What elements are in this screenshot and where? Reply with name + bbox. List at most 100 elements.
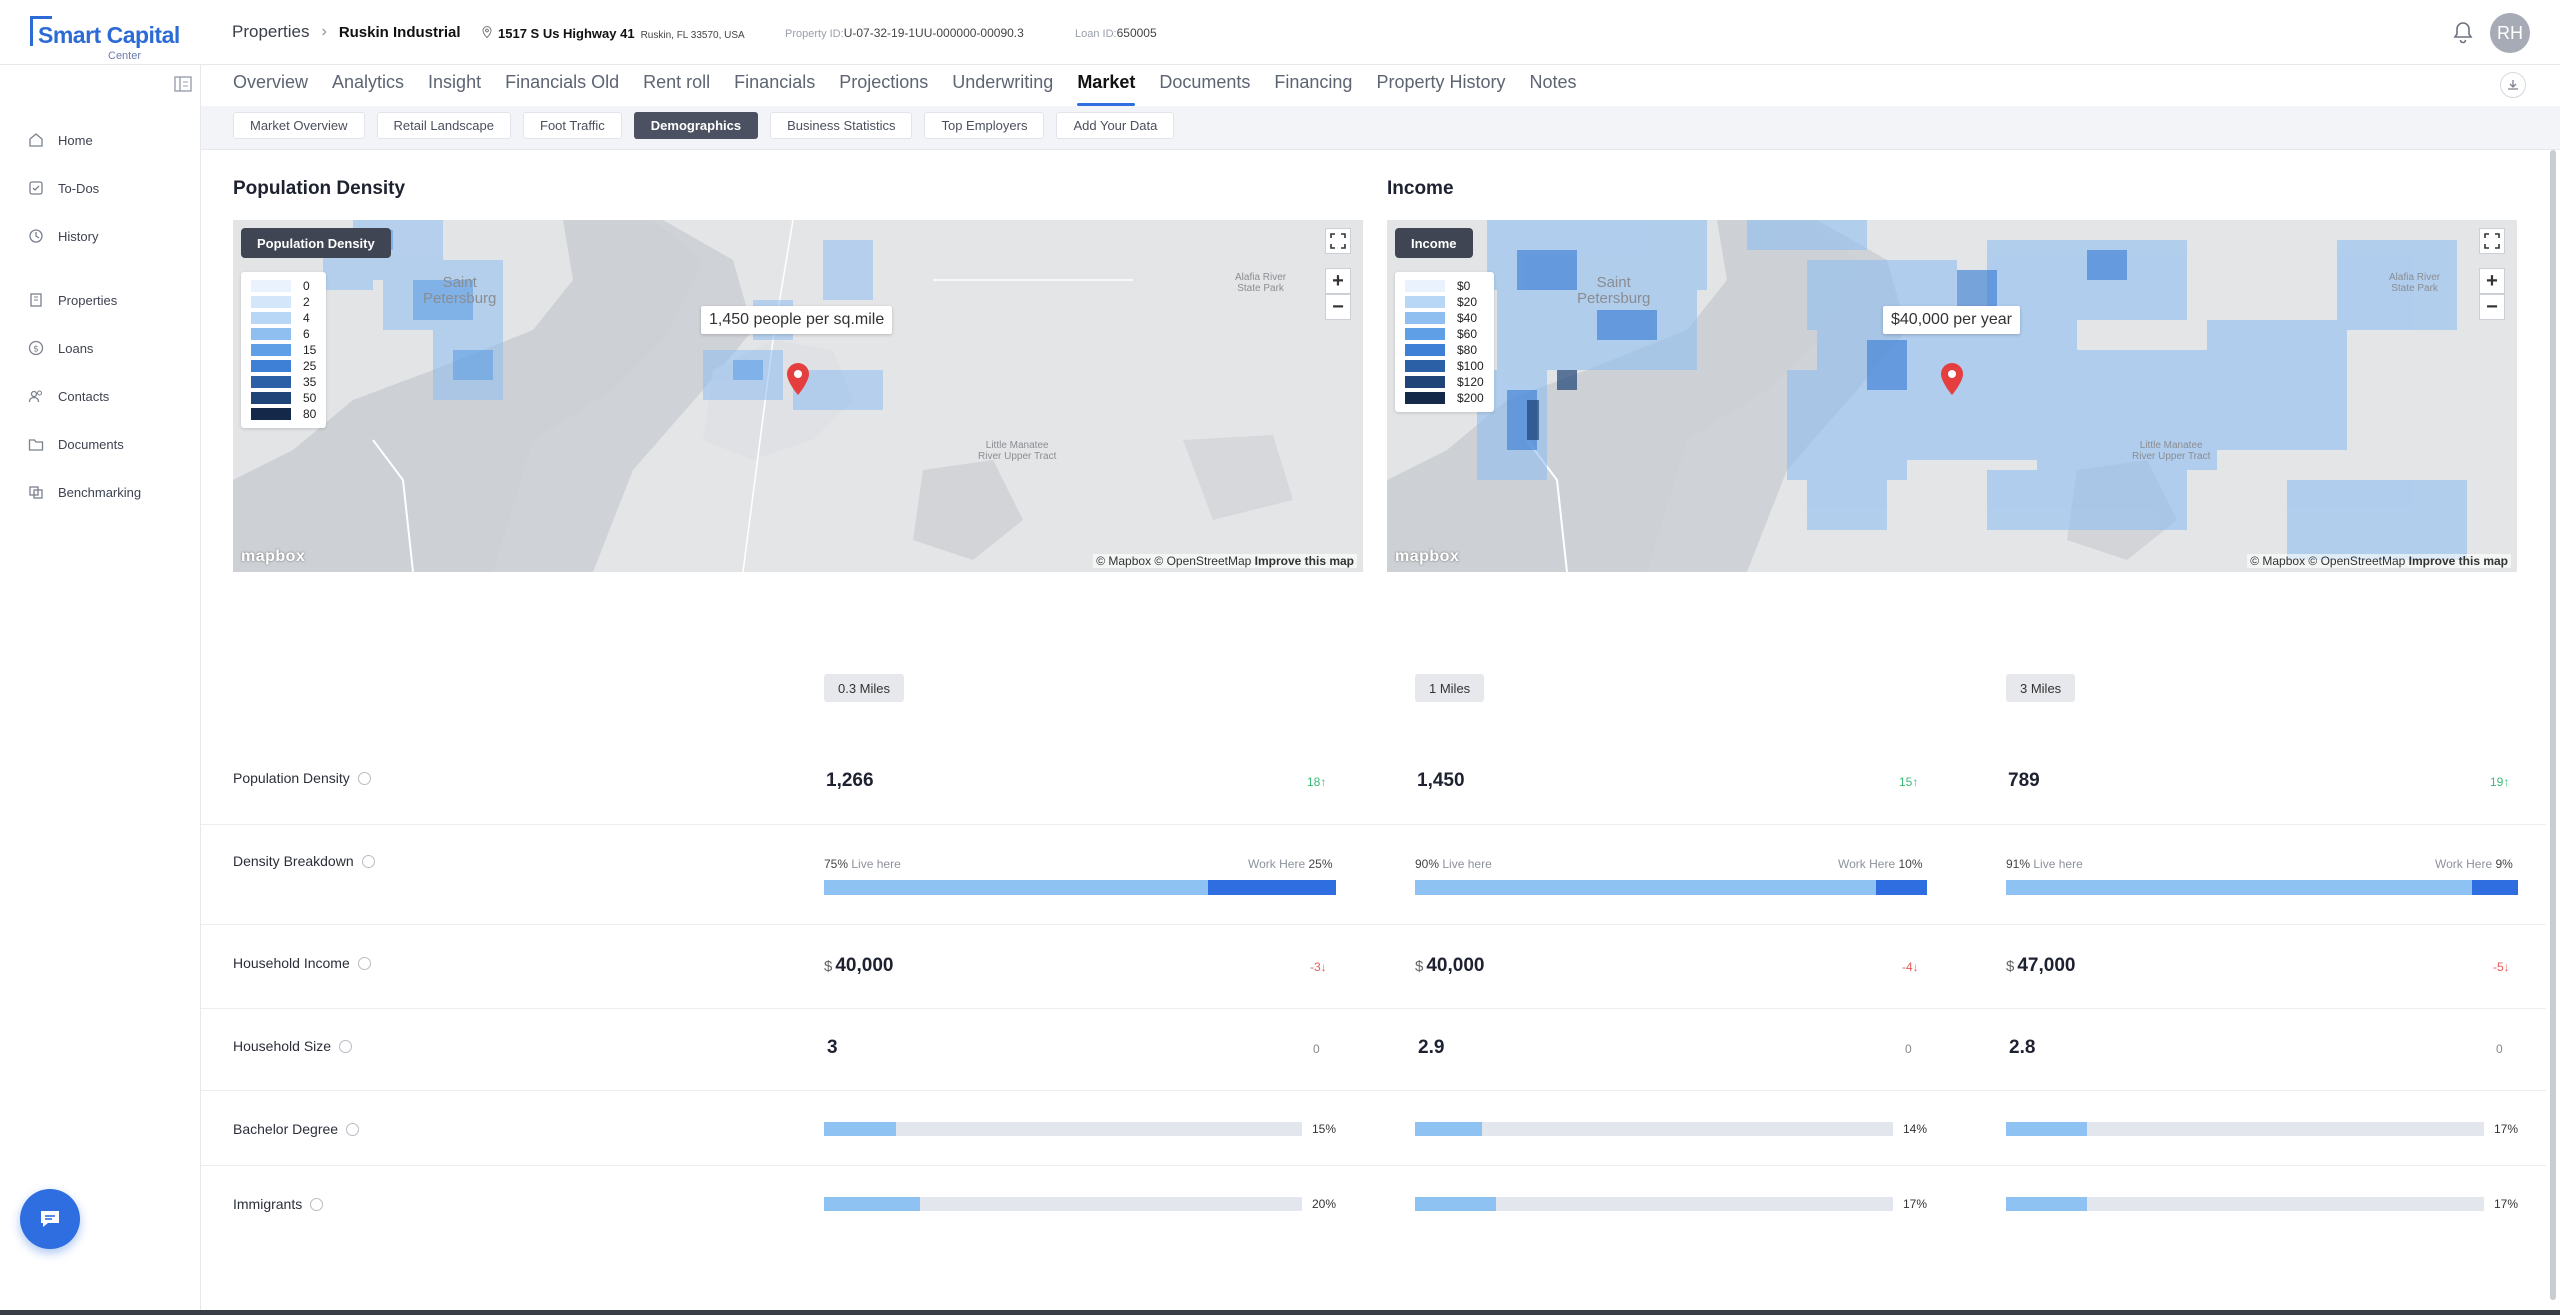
breadcrumb-properties[interactable]: Properties: [232, 22, 310, 41]
tab-financing[interactable]: Financing: [1274, 72, 1353, 92]
sidebar-item-label: Home: [58, 132, 93, 148]
fullscreen-button[interactable]: [2479, 228, 2505, 254]
household-size-value: 2.9: [1418, 1037, 1445, 1058]
info-icon[interactable]: [310, 1197, 324, 1211]
location-marker-icon[interactable]: [1940, 362, 1964, 396]
subtab-demographics[interactable]: Demographics: [633, 112, 759, 139]
legend-swatch: [251, 280, 291, 292]
sidebar-item-todos[interactable]: To-Dos: [28, 180, 99, 196]
improve-map-link[interactable]: Improve this map: [2408, 554, 2508, 568]
tab-property-history[interactable]: Property History: [1376, 72, 1506, 92]
legend-row: $100: [1405, 358, 1484, 374]
tab-market[interactable]: Market: [1077, 72, 1136, 106]
place-tract2: River Upper Tract: [978, 451, 1057, 462]
legend-label: $200: [1457, 391, 1484, 405]
population-density-map[interactable]: Saint Petersburg Alafia River State Park L…: [233, 220, 1363, 572]
info-icon[interactable]: [361, 854, 375, 868]
fullscreen-icon: [2484, 233, 2500, 249]
sidebar-item-documents[interactable]: Documents: [28, 436, 124, 452]
tab-projections[interactable]: Projections: [839, 72, 929, 92]
legend-row: 35: [251, 374, 316, 390]
subtab-retail-landscape[interactable]: Retail Landscape: [376, 112, 511, 139]
density-bar: [1415, 880, 1927, 895]
map-tooltip: 1,450 people per sq.mile: [701, 306, 893, 334]
legend-row: 6: [251, 326, 316, 342]
tab-rent-roll[interactable]: Rent roll: [643, 72, 711, 92]
location-marker-icon[interactable]: [786, 362, 810, 396]
tab-analytics[interactable]: Analytics: [332, 72, 405, 92]
attribution-text[interactable]: © Mapbox © OpenStreetMap: [2250, 554, 2406, 568]
bar-fill: [824, 1122, 896, 1136]
legend-label: 4: [303, 311, 310, 325]
sidebar-item-home[interactable]: Home: [28, 132, 93, 148]
tab-financials-old[interactable]: Financials Old: [505, 72, 620, 92]
brand-logo[interactable]: Smart Capital Center: [30, 10, 180, 62]
arrow-down-icon: ↓: [2503, 960, 2510, 974]
subtab-top-employers[interactable]: Top Employers: [924, 112, 1045, 139]
legend-row: $120: [1405, 374, 1484, 390]
immigrants-percent: 20%: [1312, 1197, 1337, 1211]
map-place-label: Saint Petersburg: [1577, 275, 1650, 307]
info-icon[interactable]: [346, 1122, 360, 1136]
mapbox-logo[interactable]: mapbox: [1395, 548, 1460, 565]
live-text: Live here: [2033, 857, 2083, 871]
zoom-in-button[interactable]: +: [2479, 268, 2505, 294]
tab-notes[interactable]: Notes: [1529, 72, 1577, 92]
immigrants-percent: 17%: [2494, 1197, 2519, 1211]
info-icon[interactable]: [357, 956, 371, 970]
tab-financials[interactable]: Financials: [734, 72, 816, 92]
avatar[interactable]: RH: [2490, 13, 2530, 53]
attribution-text[interactable]: © Mapbox © OpenStreetMap: [1096, 554, 1252, 568]
chat-button[interactable]: [20, 1189, 80, 1249]
address-city: Ruskin, FL 33570, USA: [640, 30, 745, 41]
row-label-text: Household Income: [233, 955, 350, 971]
tab-documents[interactable]: Documents: [1159, 72, 1251, 92]
place-tract1: Little Manatee: [985, 440, 1049, 451]
loan-id-value: 650005: [1116, 26, 1157, 40]
download-button[interactable]: [2500, 72, 2526, 98]
row-label-immigrants: Immigrants: [233, 1196, 324, 1212]
change-indicator: 19↑: [2490, 775, 2509, 789]
subtab-business-statistics[interactable]: Business Statistics: [770, 112, 913, 139]
mapbox-logo[interactable]: mapbox: [241, 548, 306, 565]
arrow-down-icon: ↓: [1320, 960, 1327, 974]
chat-icon: [41, 1211, 59, 1227]
info-icon[interactable]: [357, 771, 371, 785]
subtab-market-overview[interactable]: Market Overview: [233, 112, 365, 139]
benchmark-icon: [29, 486, 43, 499]
breadcrumb-separator-icon: ›: [321, 23, 327, 40]
collapse-sidebar-icon[interactable]: [174, 76, 192, 92]
legend-swatch: [1405, 296, 1445, 308]
fullscreen-button[interactable]: [1325, 228, 1351, 254]
legend-label: 2: [303, 295, 310, 309]
subtab-add-your-data[interactable]: Add Your Data: [1056, 112, 1175, 139]
sidebar-item-loans[interactable]: $ Loans: [28, 340, 93, 356]
address-street: 1517 S Us Highway 41: [498, 26, 635, 41]
change-value: 0: [1905, 1042, 1912, 1056]
household-income-value: $40,000: [1415, 955, 1484, 977]
page-scrollbar[interactable]: [2550, 150, 2556, 1300]
tab-overview[interactable]: Overview: [233, 72, 309, 92]
tab-underwriting[interactable]: Underwriting: [952, 72, 1054, 92]
contacts-icon: [28, 390, 42, 403]
zoom-in-button[interactable]: +: [1325, 268, 1351, 294]
sidebar-item-label: Documents: [58, 436, 124, 452]
subtab-foot-traffic[interactable]: Foot Traffic: [523, 112, 622, 139]
info-icon[interactable]: [339, 1039, 353, 1053]
improve-map-link[interactable]: Improve this map: [1254, 554, 1354, 568]
sidebar-item-properties[interactable]: Properties: [28, 292, 117, 308]
zoom-out-button[interactable]: −: [2479, 294, 2505, 320]
folder-icon: [28, 439, 44, 451]
sidebar-item-contacts[interactable]: Contacts: [28, 388, 109, 404]
bell-icon[interactable]: [2452, 20, 2474, 44]
sidebar-item-history[interactable]: History: [28, 228, 98, 244]
arrow-down-icon: ↓: [1912, 960, 1919, 974]
sidebar-item-benchmarking[interactable]: Benchmarking: [28, 484, 141, 500]
income-amount: 40,000: [1426, 955, 1485, 976]
income-map[interactable]: Saint Petersburg Alafia River State Park L…: [1387, 220, 2517, 572]
zoom-out-button[interactable]: −: [1325, 294, 1351, 320]
legend-label: $0: [1457, 279, 1471, 293]
sidebar-item-label: Benchmarking: [58, 484, 142, 500]
row-label-bachelor-degree: Bachelor Degree: [233, 1121, 360, 1137]
tab-insight[interactable]: Insight: [428, 72, 482, 92]
